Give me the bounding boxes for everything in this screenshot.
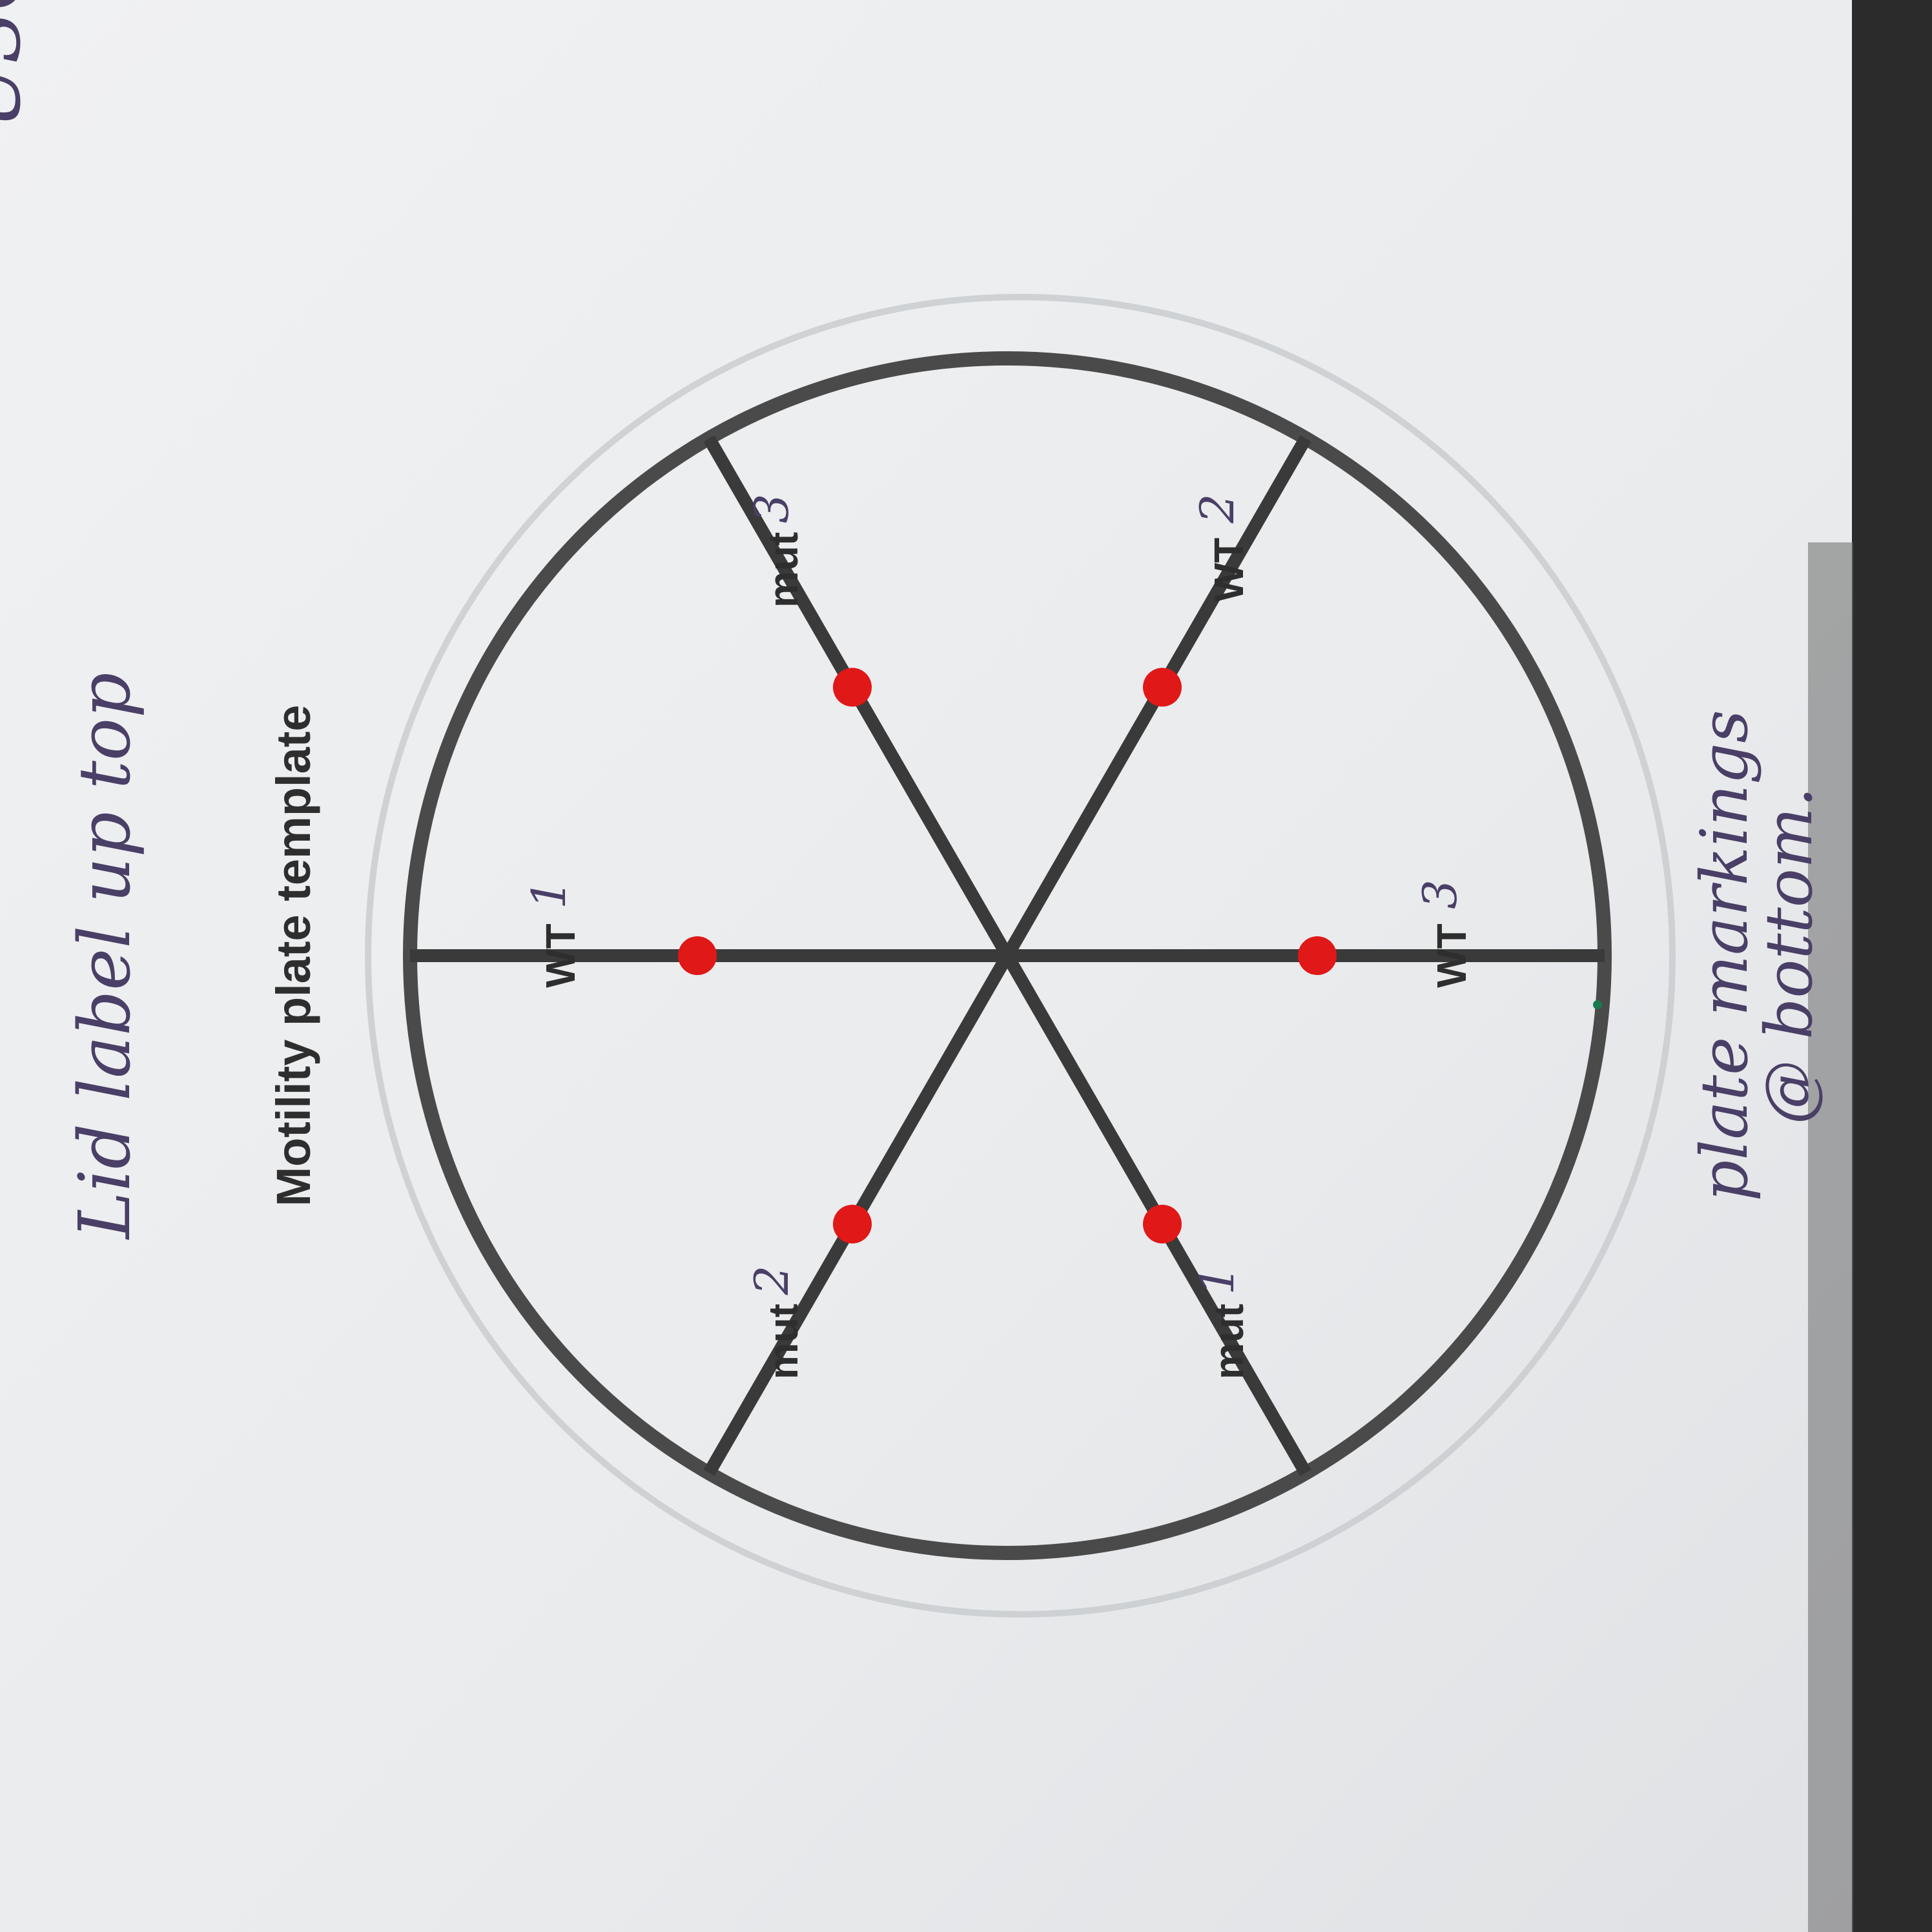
green-mark [1593,1000,1602,1009]
plate-markings-note: plate markings [1687,710,1762,1201]
corner-handwriting: USO [0,0,38,129]
inoculation-spot [833,668,872,707]
sector-handwritten-number: 1 [522,879,576,909]
lid-label-note: Lid label up top [63,672,146,1240]
inoculation-spot [1143,668,1182,707]
sector-handwritten-number: 3 [1413,879,1467,909]
inoculation-spot [833,1204,872,1244]
plate-markings-note-2: @ bottom. [1751,786,1827,1124]
template-title: Motility plate template [267,704,320,1206]
sector-printed-label: WT [537,923,584,988]
sector-handwritten-number: 2 [745,1266,799,1296]
sector-handwritten-number: 3 [745,493,799,523]
sector-printed-label: WT [1428,923,1475,988]
divider-line-3 [703,435,1311,1476]
inoculation-spot [1143,1204,1182,1244]
frame-edge [1808,542,1853,1932]
dark-frame [1852,0,1932,1932]
petri-dish-outline [365,294,1676,1618]
sector-printed-label: mut [760,532,807,608]
inoculation-spot [678,936,717,975]
inoculation-spot [1298,936,1337,975]
sector-printed-label: mut [1206,1304,1252,1379]
sector-printed-label: mut [760,1304,807,1379]
sector-handwritten-number: 2 [1190,493,1244,524]
sector-printed-label: WT [1206,538,1252,602]
sector-handwritten-number: 1 [1190,1266,1244,1295]
